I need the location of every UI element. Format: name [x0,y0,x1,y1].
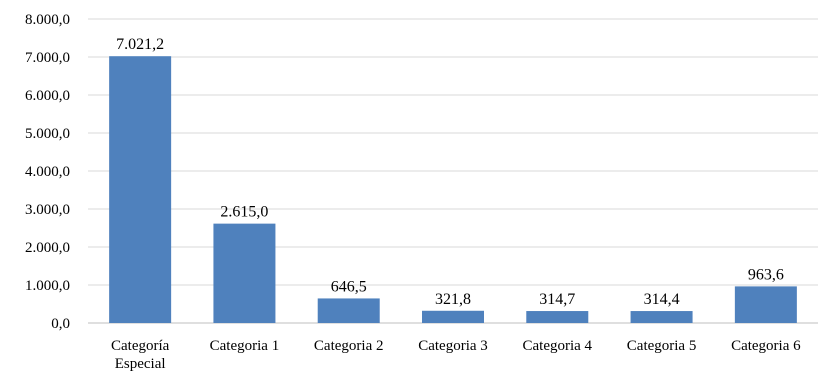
bar [734,286,797,323]
category-label: Categoria 2 [314,338,384,354]
data-label: 7.021,2 [116,36,164,53]
category-label: Categoria 5 [627,338,697,354]
y-tick-label: 1.000,0 [25,278,70,294]
data-label: 2.615,0 [220,204,268,221]
data-labels: 7.021,2 2.615,0 646,5 321,8 314,7 314,4 963,6 [116,36,784,308]
y-tick-label: 0,0 [51,316,70,332]
bar [213,223,276,323]
data-label: 963,6 [748,266,784,283]
data-label: 646,5 [331,278,367,295]
x-axis-category-labels: Categoría Especial Categoria 1 Categoria 2 C… [111,338,801,372]
bars [109,56,797,324]
bar [526,311,589,323]
data-label: 314,7 [539,291,575,308]
category-label: Categoria 6 [731,338,801,354]
y-tick-label: 6.000,0 [25,88,70,104]
y-tick-label: 3.000,0 [25,202,70,218]
category-label: Categoría Especial [111,338,170,372]
bar [422,310,484,323]
category-label: Categoria 4 [523,338,593,354]
category-label: Categoria 1 [210,338,280,354]
data-label: 314,4 [644,291,680,308]
data-label: 321,8 [435,291,471,308]
category-label: Categoria 3 [418,338,488,354]
bar [630,311,693,323]
y-tick-label: 5.000,0 [25,126,70,142]
gridlines [88,18,818,286]
bar [109,56,172,324]
y-tick-label: 8.000,0 [25,12,70,28]
y-tick-label: 7.000,0 [25,50,70,66]
y-tick-label: 2.000,0 [25,240,70,256]
y-axis-tick-labels: 0,0 1.000,0 2.000,0 3.000,0 4.000,0 5.000,0 6.… [25,12,70,332]
y-tick-label: 4.000,0 [25,164,70,180]
bar [317,298,380,323]
